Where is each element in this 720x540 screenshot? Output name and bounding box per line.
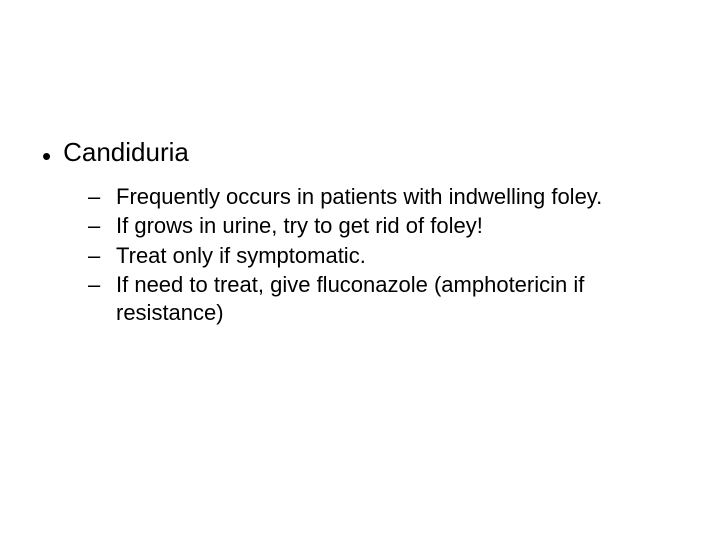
bullet-dash: – xyxy=(88,183,102,211)
bullet-level2: – Frequently occurs in patients with ind… xyxy=(88,183,720,211)
bullet-dot: • xyxy=(42,142,51,171)
bullet-level1: • Candiduria xyxy=(42,138,720,171)
level2-item-0: Frequently occurs in patients with indwe… xyxy=(116,183,602,211)
level2-item-2: Treat only if symptomatic. xyxy=(116,242,366,270)
level2-item-3: If need to treat, give fluconazole (amph… xyxy=(116,271,676,326)
bullet-level2: – If need to treat, give fluconazole (am… xyxy=(88,271,720,326)
bullet-dash: – xyxy=(88,271,102,299)
bullet-dash: – xyxy=(88,242,102,270)
bullet-dash: – xyxy=(88,212,102,240)
bullet-level2: – Treat only if symptomatic. xyxy=(88,242,720,270)
level1-title: Candiduria xyxy=(63,138,189,167)
level2-item-1: If grows in urine, try to get rid of fol… xyxy=(116,212,483,240)
bullet-level2: – If grows in urine, try to get rid of f… xyxy=(88,212,720,240)
